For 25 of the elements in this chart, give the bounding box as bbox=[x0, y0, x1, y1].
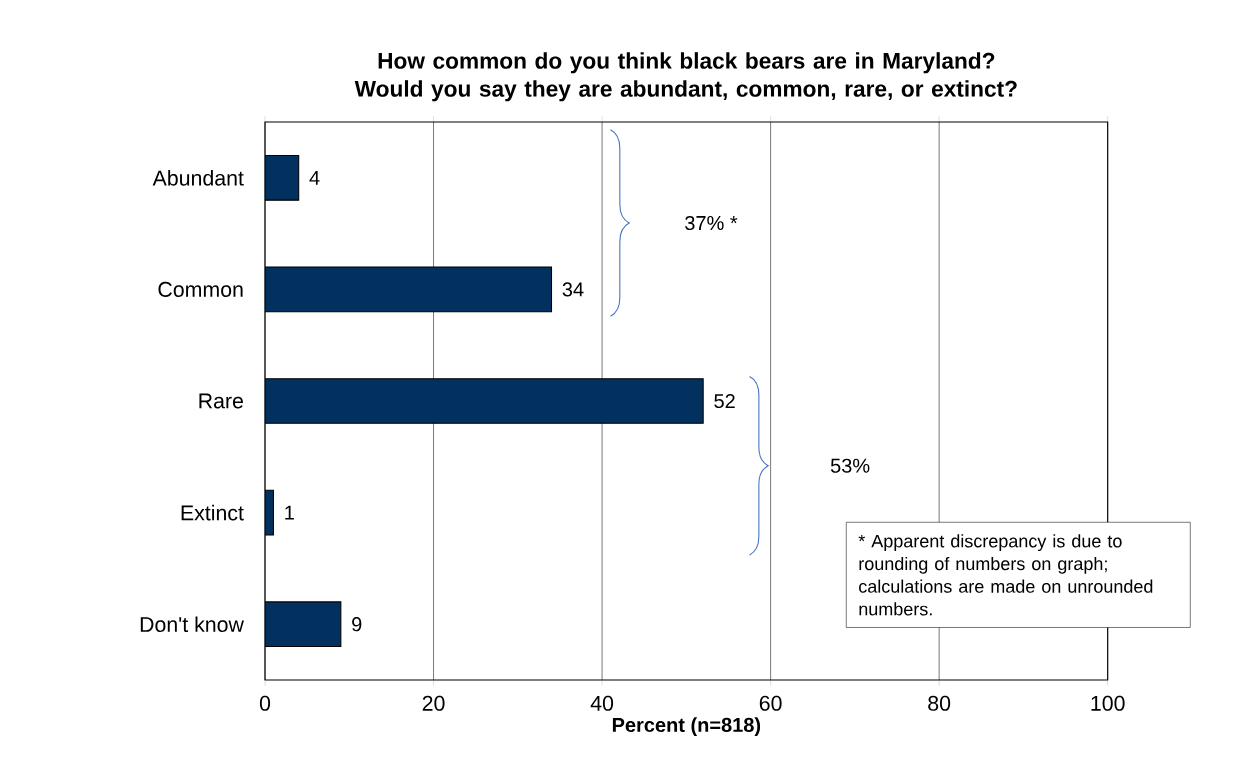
x-tick-label: 0 bbox=[259, 695, 271, 711]
bar bbox=[265, 266, 553, 313]
y-tick-label: Don't know bbox=[140, 616, 244, 633]
y-tick-label: Extinct bbox=[181, 504, 244, 521]
bar bbox=[265, 154, 300, 201]
y-tick-label: Rare bbox=[199, 393, 243, 409]
data-label: 9 bbox=[352, 617, 362, 632]
x-axis-title: Percent (n=818) bbox=[612, 717, 761, 736]
data-label: 1 bbox=[285, 505, 294, 520]
data-label: 34 bbox=[562, 282, 584, 297]
bar bbox=[265, 378, 704, 424]
annotation: 37% * bbox=[685, 215, 738, 231]
annotation: * Apparent discrepancy is due to rounding of numbers on graph; calculations are made on unrounded numbers. bbox=[858, 534, 1153, 616]
chart-title: How common do you think black bears are in Maryland? Would you say they are abundant, common, rare, or extinct? bbox=[354, 52, 1017, 102]
bar bbox=[265, 601, 342, 648]
data-label: 4 bbox=[309, 170, 320, 185]
x-tick-label: 80 bbox=[928, 695, 951, 711]
annotation: 53% bbox=[830, 458, 870, 473]
x-tick-label: 100 bbox=[1091, 695, 1125, 711]
x-tick-label: 20 bbox=[422, 695, 445, 711]
y-tick-label: Common bbox=[158, 281, 243, 297]
x-tick-label: 40 bbox=[590, 695, 614, 711]
y-tick-label: Abundant bbox=[152, 169, 244, 186]
x-tick-label: 60 bbox=[759, 695, 782, 711]
data-label: 52 bbox=[714, 393, 735, 409]
